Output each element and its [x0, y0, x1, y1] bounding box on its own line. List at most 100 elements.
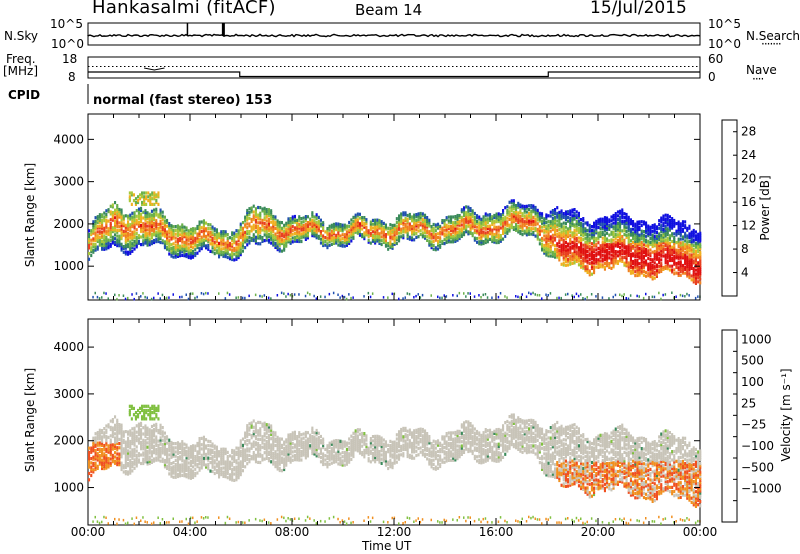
power-cell	[551, 241, 554, 245]
power-cell	[638, 273, 641, 277]
velocity-cell	[131, 456, 134, 460]
power-cell	[276, 221, 279, 225]
power-cell	[231, 256, 234, 260]
power-cell	[495, 233, 498, 237]
power-cell	[135, 228, 138, 232]
power-cell	[114, 221, 117, 226]
power-cell	[560, 238, 563, 242]
power-cell	[358, 224, 361, 228]
power-cell	[209, 242, 212, 246]
power-cell	[627, 238, 630, 242]
power-cell	[564, 231, 567, 235]
power-cell	[551, 209, 554, 213]
velocity-cell	[176, 441, 179, 445]
power-cell	[166, 232, 169, 236]
power-cell	[558, 258, 561, 262]
power-cell	[304, 226, 307, 230]
power-cell	[395, 220, 398, 225]
power-cell	[183, 248, 186, 252]
power-cell	[662, 250, 665, 254]
power-cell	[671, 291, 673, 294]
power-cell	[434, 223, 437, 227]
power-cell	[629, 227, 632, 231]
power-cell	[519, 209, 522, 213]
power-cell	[101, 215, 104, 219]
power-cell	[424, 221, 427, 225]
power-cell	[395, 224, 398, 228]
velocity-cell	[153, 449, 156, 453]
power-cell	[209, 234, 212, 238]
power-cell	[393, 223, 396, 227]
power-cell	[569, 245, 572, 249]
power-cell	[554, 230, 557, 234]
power-cell	[556, 255, 559, 259]
power-cell	[467, 218, 470, 223]
power-cell	[133, 241, 136, 245]
power-cell	[137, 236, 140, 240]
power-cell	[606, 258, 609, 262]
velocity-cell	[161, 434, 164, 438]
power-cell	[599, 263, 602, 267]
velocity-cell	[129, 450, 132, 454]
power-cell	[653, 234, 656, 238]
power-cell	[595, 244, 598, 248]
power-cell	[218, 232, 221, 236]
power-cell	[141, 202, 144, 206]
power-cell	[454, 215, 457, 219]
power-cell	[469, 216, 472, 220]
velocity-cell	[118, 456, 121, 460]
velocity-cell	[140, 423, 143, 428]
power-cell	[241, 249, 244, 253]
power-cell	[332, 226, 335, 230]
power-cell	[411, 230, 414, 234]
power-cell	[558, 214, 561, 218]
power-cell	[120, 225, 123, 229]
power-cell	[458, 233, 461, 237]
power-cell	[296, 230, 299, 234]
power-cell	[512, 220, 515, 224]
power-cell	[647, 272, 650, 276]
power-cell	[352, 236, 355, 240]
power-cell	[619, 217, 622, 221]
power-cell	[369, 233, 372, 238]
velocity-cell	[114, 444, 117, 448]
power-cell	[441, 241, 444, 245]
power-cell	[215, 251, 218, 255]
power-cell	[181, 248, 184, 252]
power-cell	[467, 230, 470, 234]
power-cell	[554, 215, 557, 219]
power-cell	[111, 214, 114, 218]
power-cell	[636, 241, 639, 245]
power-cell	[192, 255, 195, 259]
power-cell	[495, 218, 498, 222]
power-cell	[621, 235, 624, 239]
power-cell	[168, 227, 171, 231]
power-cell	[627, 261, 630, 265]
velocity-cell	[144, 424, 147, 428]
power-cell	[270, 235, 273, 239]
power-cell	[690, 242, 693, 246]
power-cell	[564, 293, 567, 296]
power-cell	[196, 240, 199, 244]
power-cell	[545, 234, 548, 238]
power-cell	[105, 213, 108, 217]
power-cell	[235, 252, 238, 256]
velocity-cell	[107, 461, 110, 465]
velocity-cell	[94, 444, 97, 448]
power-cell	[515, 213, 518, 217]
power-cell	[363, 218, 366, 222]
power-cell	[640, 233, 643, 237]
power-cell	[220, 247, 223, 251]
power-cell	[694, 279, 697, 284]
velocity-cell	[144, 443, 147, 447]
power-cell	[176, 247, 179, 251]
power-cell	[610, 247, 613, 251]
power-cell	[107, 242, 110, 246]
power-cell	[272, 226, 275, 230]
power-cell	[636, 258, 639, 262]
velocity-cell	[118, 429, 121, 433]
power-cell	[575, 257, 578, 262]
power-cell	[135, 243, 138, 247]
power-cell	[406, 229, 409, 233]
